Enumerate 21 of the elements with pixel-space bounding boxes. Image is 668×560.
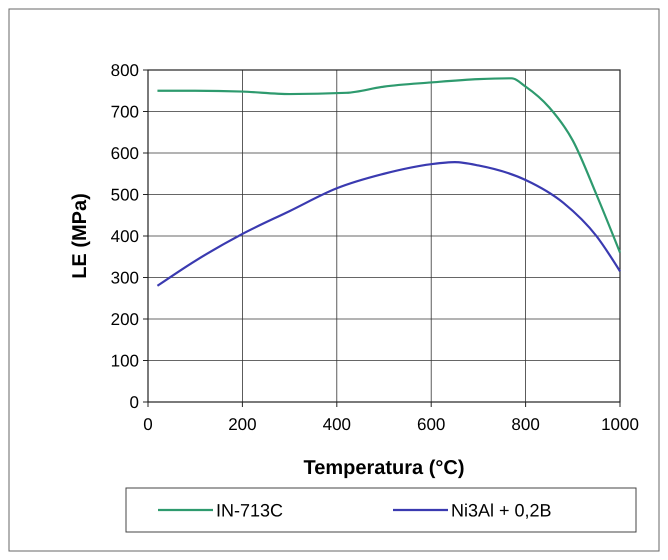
x-tick-label: 200 [228, 415, 257, 434]
y-tick-label: 800 [110, 60, 139, 80]
y-tick-label: 200 [110, 310, 139, 329]
y-tick-label: 400 [110, 226, 139, 246]
y-axis-title: LE (MPa) [69, 193, 91, 279]
x-tick-label: 600 [417, 415, 446, 434]
line-series [156, 161, 622, 287]
y-tick-label: 0 [130, 392, 139, 412]
y-tick-label: 100 [110, 351, 139, 370]
line-series [156, 77, 622, 254]
y-tick-label: 300 [110, 268, 139, 288]
x-tick-label: 0 [143, 415, 153, 434]
y-tick-label: 500 [110, 185, 139, 204]
legend-label: IN-713C [216, 500, 284, 520]
x-tick-label: 1000 [601, 415, 639, 434]
legend-label: Ni3Al + 0,2B [451, 500, 552, 520]
x-axis-title: Temperatura (°C) [304, 457, 464, 479]
x-tick-label: 400 [322, 415, 351, 434]
y-tick-label: 600 [110, 144, 139, 163]
y-tick-label: 700 [110, 102, 139, 122]
x-tick-label: 800 [511, 415, 540, 434]
